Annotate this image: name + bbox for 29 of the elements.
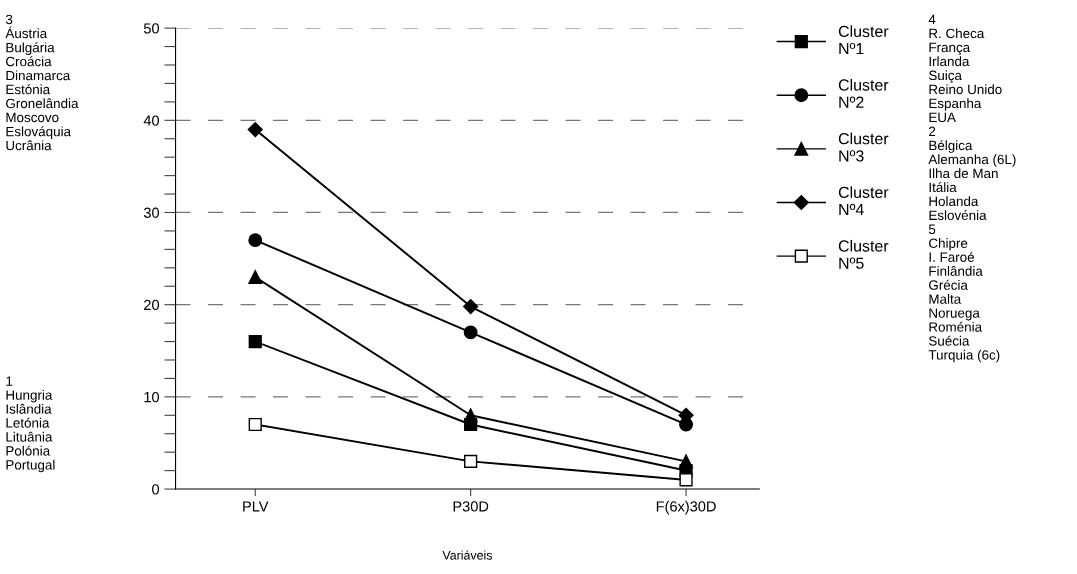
x-axis-title: Variáveis (442, 550, 493, 560)
point (248, 417, 262, 432)
point (247, 121, 263, 138)
y-tick-label: 40 (143, 115, 160, 126)
y-tick-label: 0 (152, 484, 160, 495)
text: 4 R. Checa França Irlanda Suiça Reino Unido Espanha EUA 2 Bélgica Alemanha (6L) Ilha de Man Itália Holanda Eslovénia 5 Chipre I. Faroé Finlândia Grécia Malta Noruega Roménia Suécia Turquia (6c) (928, 14, 1016, 363)
y-tick-label: 20 (144, 299, 160, 311)
point (248, 334, 262, 349)
legend-label: Cluster Nº5 (838, 239, 889, 269)
legend-label: Cluster Nº2 (838, 78, 889, 108)
legend-label: Cluster Nº1 (838, 25, 889, 55)
point (464, 454, 478, 468)
x-tick-label: PLV (243, 501, 269, 512)
point (248, 233, 263, 248)
text: 3 Áustria Bulgária Croácia Dinamarca Estónia Gronelândia Moscovo Eslováquia Ucrânia (5, 14, 79, 151)
y-tick-label: 10 (144, 391, 160, 403)
point (248, 270, 263, 284)
point (679, 473, 693, 487)
y-tick-label: 50 (143, 23, 160, 34)
point (679, 454, 693, 469)
point (463, 325, 478, 340)
point (463, 298, 479, 315)
y-tick-label: 30 (143, 207, 160, 218)
legend-label: Cluster Nº4 (838, 186, 889, 216)
text: 1 Hungria Islândia Letónia Lituânia Polónia Portugal (6, 376, 55, 473)
x-tick-label: P30D (453, 501, 489, 512)
point (463, 408, 478, 423)
x-tick-label: F(6x)30D (656, 500, 716, 515)
legend-label: Cluster Nº3 (838, 132, 889, 162)
